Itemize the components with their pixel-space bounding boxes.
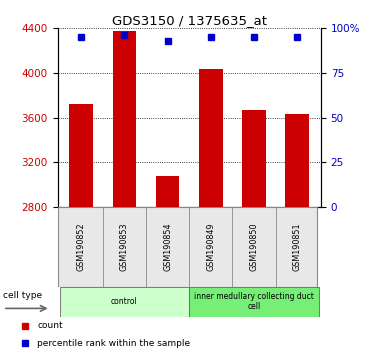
Text: GSM190849: GSM190849 [206,223,215,271]
Bar [285,114,309,207]
Text: control: control [111,297,138,306]
Text: cell type: cell type [3,291,42,300]
Bar [189,287,319,317]
Bar [242,110,266,207]
Text: GSM190853: GSM190853 [120,223,129,271]
Text: GSM190852: GSM190852 [77,223,86,271]
Title: GDS3150 / 1375635_at: GDS3150 / 1375635_at [112,14,267,27]
Text: GSM190851: GSM190851 [293,223,302,271]
Text: GSM190854: GSM190854 [163,223,172,271]
Bar [199,69,223,207]
Bar [69,104,93,207]
Bar [156,176,180,207]
Bar [60,287,189,317]
Text: GSM190850: GSM190850 [249,223,259,271]
Bar [112,30,136,207]
Text: count: count [37,321,63,330]
Text: percentile rank within the sample: percentile rank within the sample [37,339,190,348]
Text: inner medullary collecting duct
cell: inner medullary collecting duct cell [194,292,314,312]
